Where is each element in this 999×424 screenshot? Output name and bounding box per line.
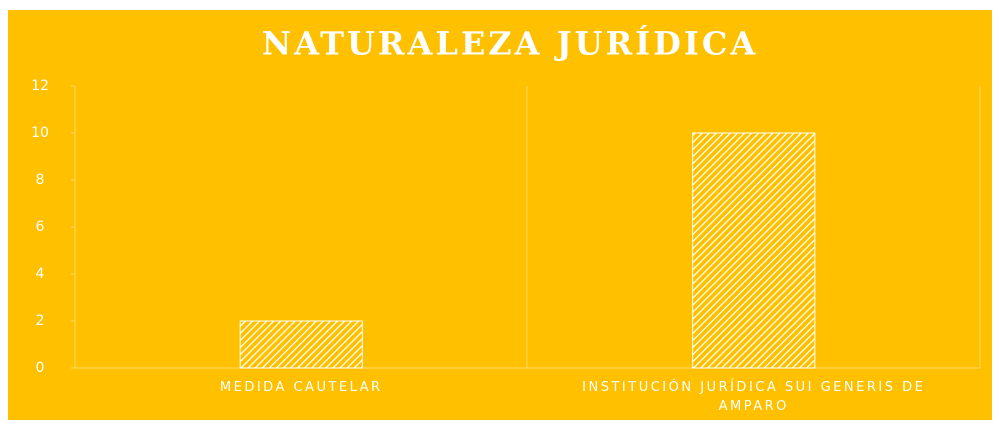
bar <box>239 320 363 369</box>
y-tick-label: 0 <box>36 360 45 376</box>
y-tick-label: 4 <box>36 266 45 282</box>
y-tick-label: 6 <box>36 219 45 235</box>
y-tick-label: 10 <box>31 125 49 141</box>
background <box>8 10 992 420</box>
y-tick-label: 8 <box>36 172 45 188</box>
x-tick-label: MEDIDA CAUTELAR <box>219 380 383 395</box>
x-tick-label: INSTITUCIÓN JURÍDICA SUI GENERIS DE AMPA… <box>582 380 926 414</box>
y-tick-label: 2 <box>36 313 45 329</box>
chart-title: NATURALEZA JURÍDICA <box>262 25 758 63</box>
y-tick-label: 12 <box>31 78 49 94</box>
bar <box>692 132 816 369</box>
